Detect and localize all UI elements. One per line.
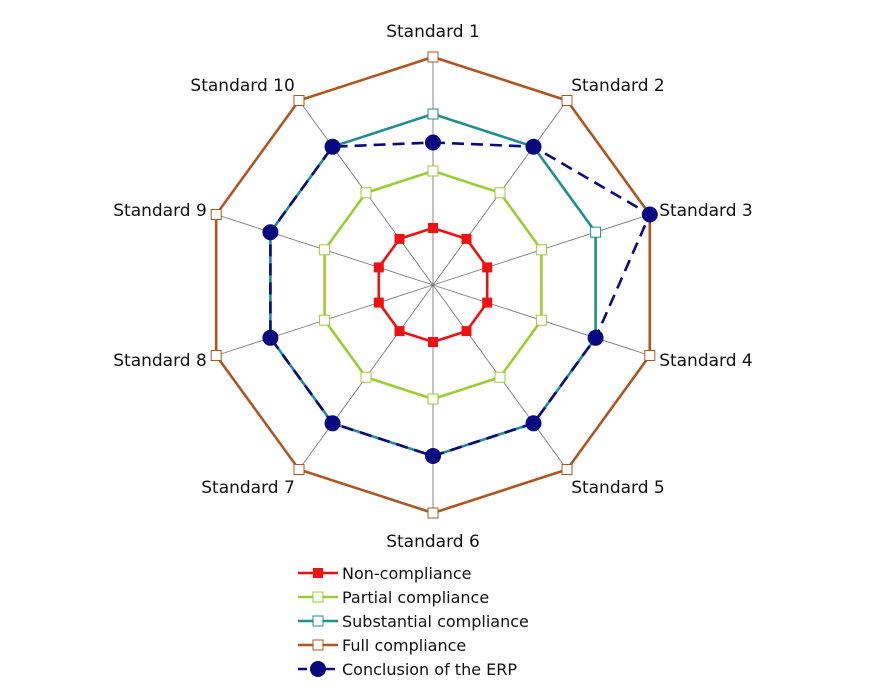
point-conclusion-of-the-erp-standard-9 [262,224,279,241]
legend-label-conclusion-of-the-erp: Conclusion of the ERP [342,660,517,679]
point-conclusion-of-the-erp-standard-10 [324,138,341,155]
point-full-compliance-standard-10 [293,95,305,106]
legend-item-substantial-compliance: Substantial compliance [298,612,529,631]
axis-label-standard-9: Standard 9 [113,201,207,221]
point-conclusion-of-the-erp-standard-2 [525,138,542,155]
point-full-compliance-standard-5 [561,464,573,475]
point-partial-compliance-standard-2 [494,187,506,199]
legend-label-partial-compliance: Partial compliance [342,588,489,607]
legend-label-full-compliance: Full compliance [342,636,466,655]
point-conclusion-of-the-erp-standard-1 [425,134,441,151]
point-conclusion-of-the-erp-standard-4 [587,329,604,346]
point-full-compliance-standard-9 [210,209,222,220]
point-partial-compliance-standard-4 [535,314,547,326]
point-non-compliance-standard-9 [373,262,384,273]
point-conclusion-of-the-erp-standard-6 [425,448,441,464]
series-non-compliance [373,223,493,347]
axis-label-standard-10: Standard 10 [190,76,294,96]
point-partial-compliance-standard-3 [535,244,547,256]
point-full-compliance-standard-2 [561,95,573,106]
legend-label-substantial-compliance: Substantial compliance [342,612,529,631]
point-full-compliance-standard-4 [644,350,656,361]
point-non-compliance-standard-3 [482,262,493,273]
point-substantial-compliance-standard-3 [590,226,602,238]
axis-label-standard-4: Standard 4 [659,351,753,371]
legend-item-conclusion-of-the-erp: Conclusion of the ERP [298,660,517,679]
point-partial-compliance-standard-7 [360,371,372,383]
point-conclusion-of-the-erp-standard-3 [641,206,658,223]
point-non-compliance-standard-1 [428,223,438,233]
legend-marker-full-compliance [312,639,324,651]
legend-marker-partial-compliance [312,591,324,603]
point-conclusion-of-the-erp-standard-7 [324,415,341,432]
series-conclusion-of-the-erp [262,134,658,464]
legend-marker-substantial-compliance [312,615,324,627]
point-full-compliance-standard-8 [210,350,222,361]
legend: Non-compliance Partial compliance Substant… [298,564,529,679]
point-full-compliance-standard-1 [427,51,439,63]
point-conclusion-of-the-erp-standard-8 [262,329,279,346]
legend-item-full-compliance: Full compliance [298,636,466,655]
legend-label-non-compliance: Non-compliance [342,564,471,583]
axis-label-standard-2: Standard 2 [571,76,665,96]
point-partial-compliance-standard-1 [427,165,439,177]
point-non-compliance-standard-2 [461,233,472,244]
point-non-compliance-standard-10 [394,233,405,244]
axis-label-standard-7: Standard 7 [201,478,295,498]
series-partial-compliance [319,165,547,405]
legend-marker-conclusion-of-the-erp [310,661,326,677]
point-partial-compliance-standard-8 [319,314,331,326]
point-partial-compliance-standard-10 [360,187,372,199]
legend-marker-non-compliance [313,568,323,578]
point-non-compliance-standard-4 [482,297,493,308]
axis-label-standard-6: Standard 6 [386,532,480,552]
axis-label-standard-1: Standard 1 [386,22,480,42]
radar-series [210,51,658,519]
point-full-compliance-standard-6 [427,507,439,519]
point-non-compliance-standard-5 [461,326,472,337]
point-full-compliance-standard-7 [293,464,305,475]
point-non-compliance-standard-8 [373,297,384,308]
axis-label-standard-3: Standard 3 [659,201,753,221]
point-non-compliance-standard-6 [428,337,438,347]
axis-label-standard-8: Standard 8 [113,351,207,371]
series-line-conclusion-of-the-erp [269,141,652,458]
point-conclusion-of-the-erp-standard-5 [525,415,542,432]
point-substantial-compliance-standard-1 [427,108,439,120]
point-partial-compliance-standard-6 [427,393,439,405]
axis-label-standard-5: Standard 5 [571,478,665,498]
axis-labels: Standard 1 Standard 2 Standard 3 Standard 4… [113,22,753,552]
point-partial-compliance-standard-9 [319,244,331,256]
legend-item-non-compliance: Non-compliance [298,564,471,583]
legend-item-partial-compliance: Partial compliance [298,588,489,607]
point-non-compliance-standard-7 [394,326,405,337]
point-partial-compliance-standard-5 [494,371,506,383]
